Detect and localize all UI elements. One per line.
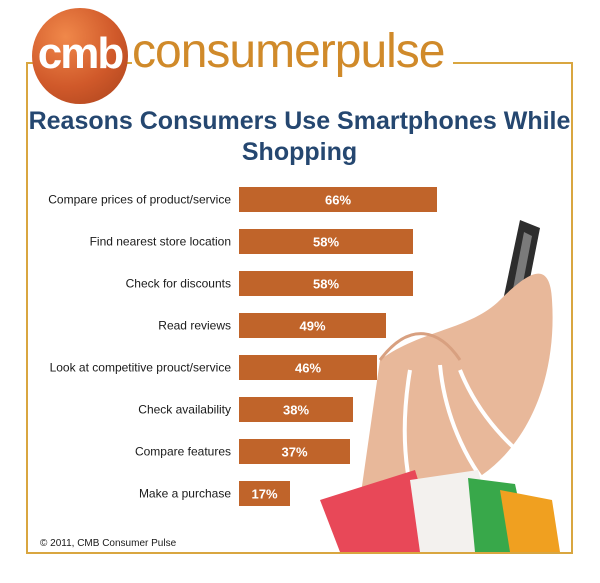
value-label-7: 37% — [281, 445, 307, 460]
category-label-6: Check availability — [138, 403, 231, 417]
category-label-2: Find nearest store location — [90, 235, 231, 249]
bar-6 — [239, 397, 353, 422]
category-label-5: Look at competitive prouct/service — [50, 361, 232, 375]
category-label-7: Compare features — [135, 445, 231, 459]
bar-8 — [239, 481, 290, 506]
value-label-2: 58% — [313, 235, 339, 250]
shopping-hand-illustration — [320, 220, 561, 552]
category-label-4: Read reviews — [158, 319, 231, 333]
bar-5 — [239, 355, 377, 380]
value-label-3: 58% — [313, 277, 339, 292]
category-label-1: Compare prices of product/service — [48, 193, 231, 207]
value-label-4: 49% — [299, 319, 325, 334]
bars-layer: Compare prices of product/service 66% Find… — [48, 187, 437, 506]
value-label-8: 17% — [251, 487, 277, 502]
value-label-5: 46% — [295, 361, 321, 376]
bar-3 — [239, 271, 413, 296]
cmb-logo: cmb — [32, 8, 128, 104]
category-label-8: Make a purchase — [139, 487, 231, 501]
chart-title: Reasons Consumers Use Smartphones While … — [26, 106, 573, 168]
brand-wordmark: consumerpulse — [132, 22, 453, 82]
category-label-3: Check for discounts — [126, 277, 231, 291]
chart-title-text: Reasons Consumers Use Smartphones While … — [28, 107, 571, 166]
value-label-6: 38% — [283, 403, 309, 418]
copyright-text: © 2011, CMB Consumer Pulse — [40, 538, 177, 549]
logo-circle-text: cmb — [37, 29, 124, 78]
bar-2 — [239, 229, 413, 254]
bar-4 — [239, 313, 386, 338]
value-label-1: 66% — [325, 193, 351, 208]
bar-7 — [239, 439, 350, 464]
bar-1 — [239, 187, 437, 212]
